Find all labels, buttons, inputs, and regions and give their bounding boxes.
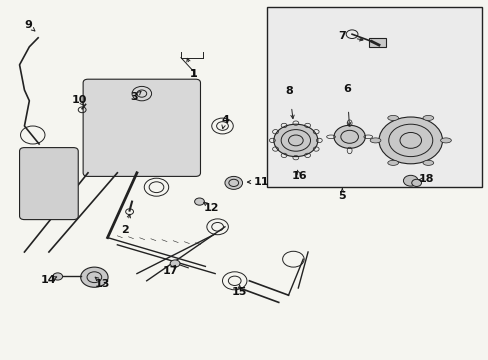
Circle shape bbox=[53, 273, 62, 280]
Text: 7: 7 bbox=[338, 31, 346, 41]
Text: 10: 10 bbox=[71, 95, 87, 105]
FancyBboxPatch shape bbox=[20, 148, 78, 220]
Circle shape bbox=[411, 179, 421, 186]
Text: 13: 13 bbox=[95, 279, 110, 289]
Text: 2: 2 bbox=[121, 225, 128, 235]
Text: 14: 14 bbox=[41, 275, 57, 285]
Text: 11: 11 bbox=[253, 177, 269, 187]
Circle shape bbox=[81, 267, 108, 287]
Circle shape bbox=[333, 125, 365, 148]
Text: 3: 3 bbox=[130, 92, 138, 102]
Text: 18: 18 bbox=[418, 174, 433, 184]
Text: 5: 5 bbox=[338, 191, 346, 201]
Ellipse shape bbox=[440, 138, 450, 143]
Circle shape bbox=[403, 175, 417, 186]
Text: 4: 4 bbox=[221, 114, 228, 125]
Circle shape bbox=[170, 260, 180, 267]
Circle shape bbox=[194, 198, 204, 205]
Bar bbox=[368, 38, 386, 47]
Text: 1: 1 bbox=[189, 69, 197, 79]
FancyBboxPatch shape bbox=[83, 79, 200, 176]
Text: 9: 9 bbox=[24, 20, 32, 30]
Bar bbox=[266, 7, 481, 187]
Text: 6: 6 bbox=[343, 84, 350, 94]
Text: 15: 15 bbox=[231, 287, 247, 297]
Text: 16: 16 bbox=[291, 171, 306, 181]
Ellipse shape bbox=[387, 160, 398, 165]
Text: 17: 17 bbox=[162, 266, 178, 276]
Text: 1: 1 bbox=[189, 69, 197, 79]
Ellipse shape bbox=[387, 116, 398, 121]
Ellipse shape bbox=[369, 138, 380, 143]
Text: 8: 8 bbox=[285, 86, 293, 96]
Circle shape bbox=[378, 117, 442, 164]
Ellipse shape bbox=[422, 116, 433, 121]
Circle shape bbox=[224, 176, 242, 189]
Text: 12: 12 bbox=[203, 203, 219, 213]
Circle shape bbox=[273, 124, 317, 157]
Ellipse shape bbox=[422, 160, 433, 165]
